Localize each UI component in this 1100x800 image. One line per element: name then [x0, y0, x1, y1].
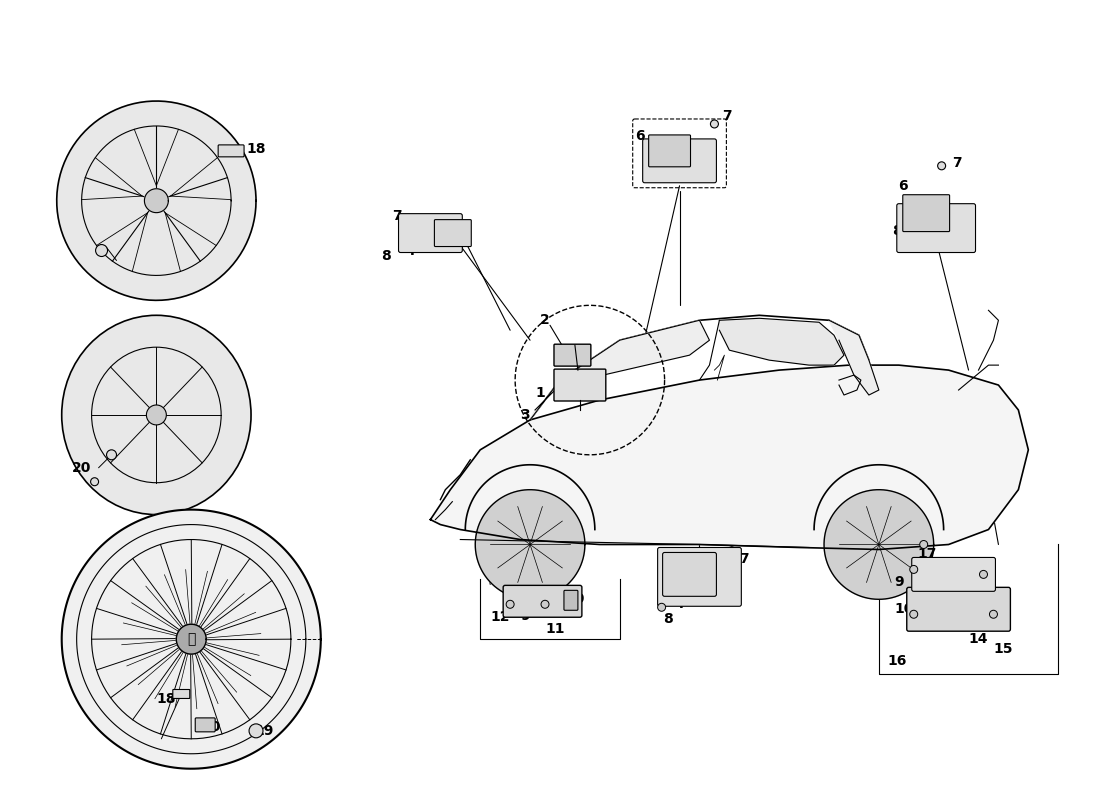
- Text: 10: 10: [894, 602, 913, 616]
- Text: 4: 4: [406, 243, 416, 258]
- Circle shape: [96, 245, 108, 257]
- Text: 14: 14: [969, 632, 988, 646]
- Text: 5: 5: [715, 561, 724, 574]
- Polygon shape: [430, 365, 1028, 550]
- Text: 16: 16: [887, 654, 906, 668]
- Text: 8: 8: [650, 162, 660, 176]
- Text: 8: 8: [892, 223, 902, 238]
- Circle shape: [541, 600, 549, 608]
- FancyBboxPatch shape: [658, 547, 741, 606]
- FancyBboxPatch shape: [896, 204, 976, 253]
- Circle shape: [249, 724, 263, 738]
- Polygon shape: [475, 490, 585, 599]
- Polygon shape: [530, 320, 710, 420]
- Circle shape: [658, 603, 666, 611]
- Text: 11: 11: [546, 622, 564, 636]
- Circle shape: [979, 570, 988, 578]
- Text: 4: 4: [694, 169, 704, 182]
- Text: Ⓛ: Ⓛ: [187, 632, 196, 646]
- FancyBboxPatch shape: [195, 718, 216, 732]
- Circle shape: [990, 610, 998, 618]
- Circle shape: [506, 600, 514, 608]
- FancyBboxPatch shape: [218, 145, 244, 157]
- FancyBboxPatch shape: [554, 369, 606, 401]
- FancyBboxPatch shape: [903, 194, 949, 231]
- Polygon shape: [719, 318, 844, 365]
- FancyBboxPatch shape: [554, 344, 591, 366]
- Text: 18: 18: [246, 142, 266, 156]
- Polygon shape: [62, 510, 321, 769]
- Circle shape: [107, 450, 117, 460]
- Circle shape: [711, 120, 718, 128]
- FancyBboxPatch shape: [173, 690, 190, 698]
- Text: 20: 20: [72, 461, 91, 474]
- Text: 6: 6: [635, 129, 645, 143]
- Text: 9: 9: [894, 575, 903, 590]
- FancyBboxPatch shape: [642, 139, 716, 182]
- Text: 18: 18: [156, 692, 176, 706]
- FancyBboxPatch shape: [662, 553, 716, 596]
- FancyBboxPatch shape: [906, 587, 1011, 631]
- Text: 13: 13: [964, 558, 983, 571]
- FancyBboxPatch shape: [434, 220, 471, 246]
- Text: 8: 8: [381, 249, 390, 262]
- Text: 20: 20: [201, 720, 221, 734]
- Text: 1: 1: [536, 386, 544, 400]
- FancyBboxPatch shape: [503, 586, 582, 618]
- FancyBboxPatch shape: [649, 135, 691, 167]
- Text: 4: 4: [674, 598, 684, 611]
- Text: 15: 15: [993, 642, 1013, 656]
- Circle shape: [90, 478, 99, 486]
- Text: 8: 8: [662, 612, 672, 626]
- Text: 7: 7: [392, 209, 402, 222]
- FancyBboxPatch shape: [564, 590, 578, 610]
- Polygon shape: [824, 490, 934, 599]
- Text: 5: 5: [426, 226, 436, 241]
- Text: 3: 3: [520, 408, 530, 422]
- Text: 10: 10: [565, 592, 584, 606]
- Polygon shape: [57, 101, 256, 300]
- Text: 7: 7: [739, 553, 749, 566]
- Text: 7: 7: [723, 109, 733, 123]
- Polygon shape: [144, 189, 168, 213]
- Polygon shape: [176, 624, 206, 654]
- FancyBboxPatch shape: [912, 558, 996, 591]
- Ellipse shape: [146, 405, 166, 425]
- Circle shape: [937, 162, 946, 170]
- Polygon shape: [829, 320, 879, 395]
- Text: 7: 7: [954, 223, 964, 238]
- Circle shape: [910, 566, 917, 574]
- Text: 7: 7: [952, 156, 961, 170]
- Text: 9: 9: [520, 610, 530, 623]
- Text: 2: 2: [540, 314, 550, 327]
- Circle shape: [920, 541, 927, 549]
- Circle shape: [910, 610, 917, 618]
- Text: 4: 4: [924, 235, 934, 250]
- Text: 17: 17: [917, 547, 936, 562]
- Text: 6: 6: [898, 178, 907, 193]
- Text: 12: 12: [491, 610, 510, 624]
- Ellipse shape: [62, 315, 251, 514]
- FancyBboxPatch shape: [398, 214, 462, 253]
- Text: 19: 19: [254, 724, 274, 738]
